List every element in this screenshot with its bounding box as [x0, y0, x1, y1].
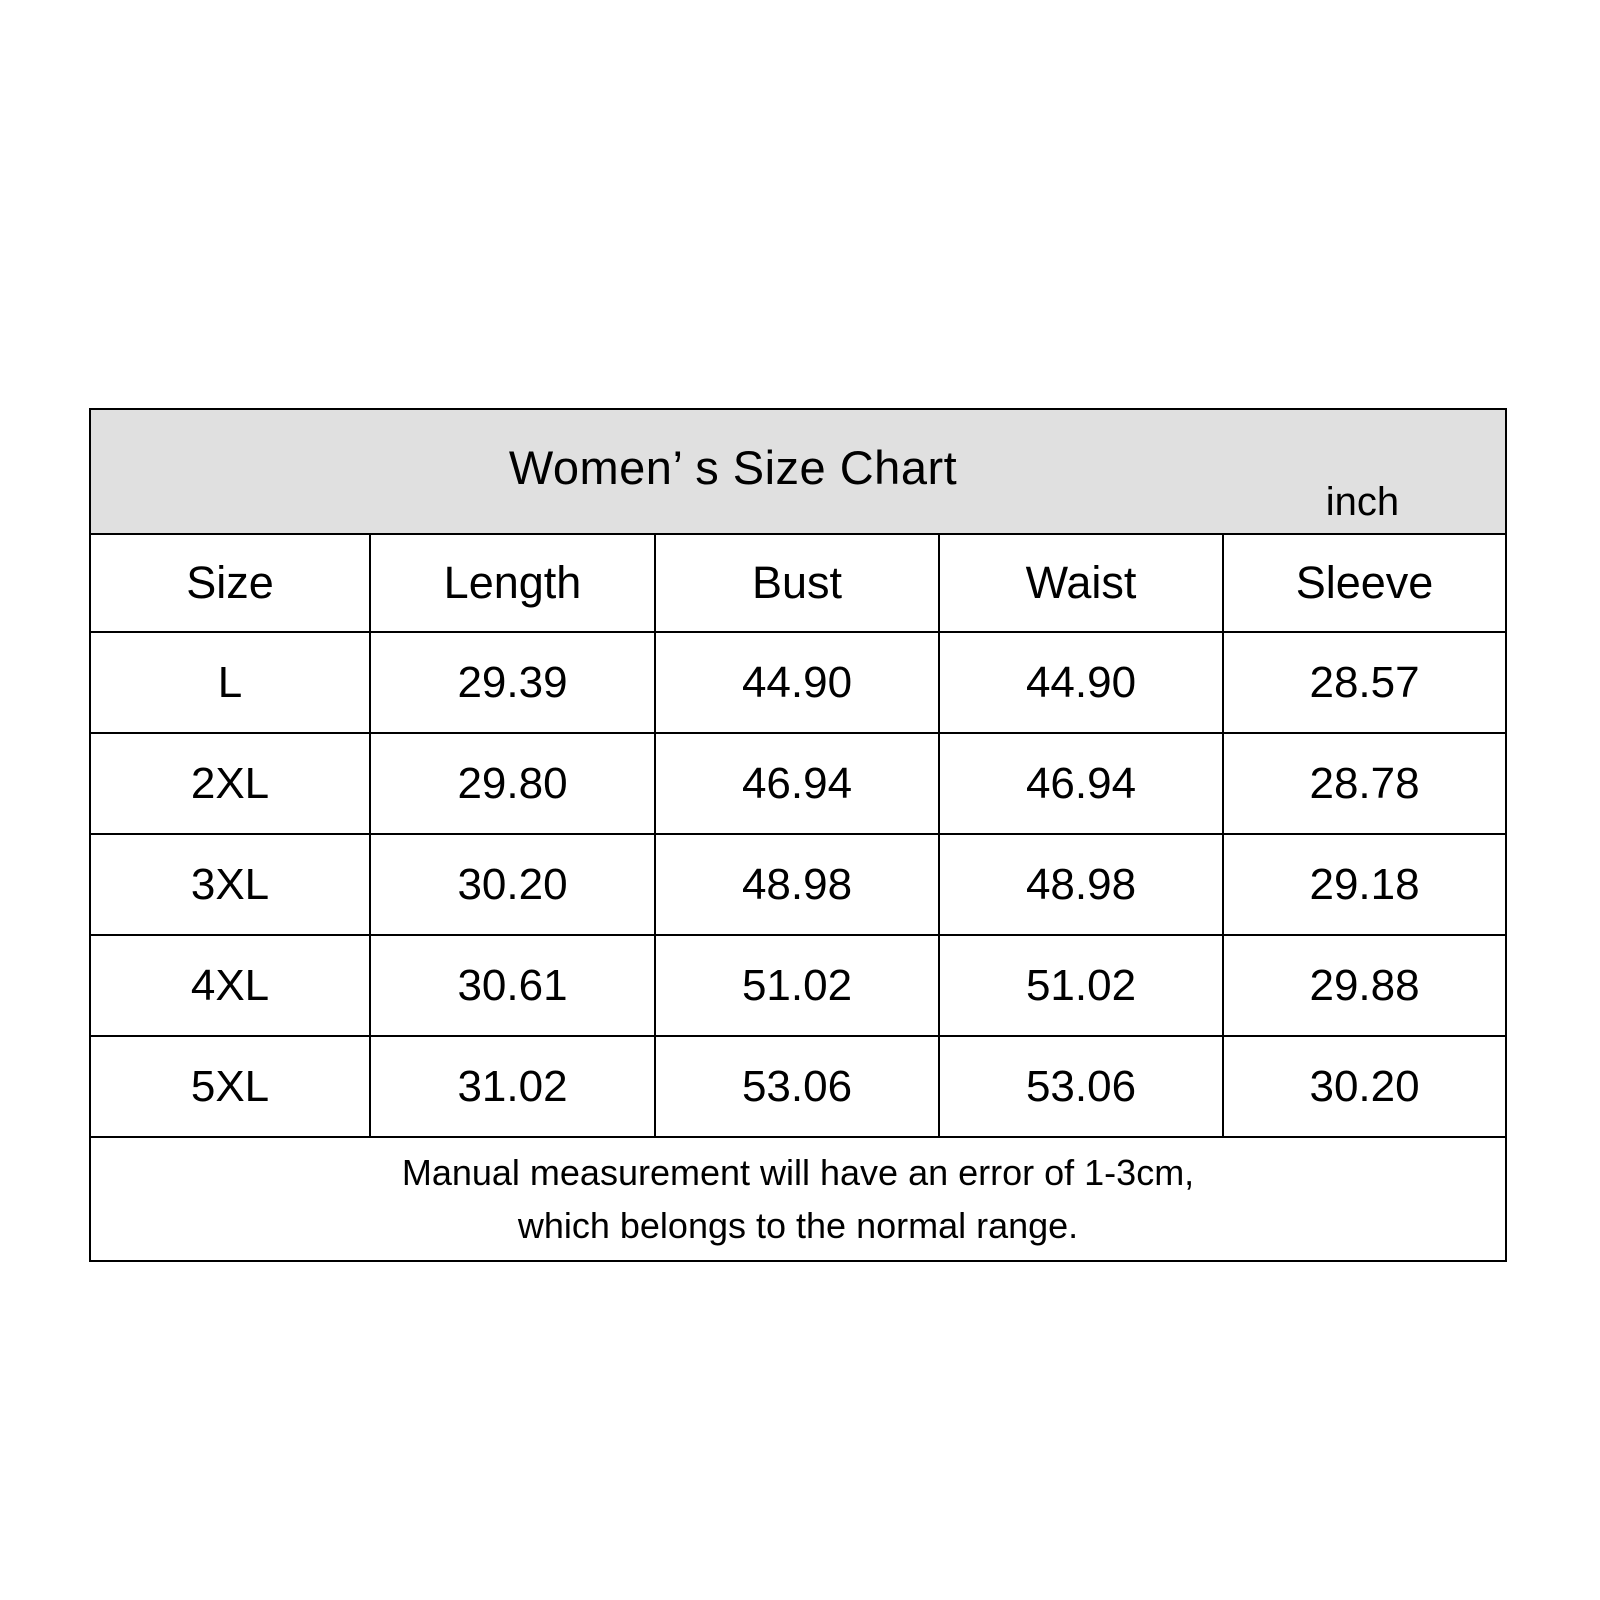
waist-value: 48.98 — [938, 833, 1224, 936]
size-label: 4XL — [89, 934, 371, 1037]
note-cell: Manual measurement will have an error of… — [88, 1136, 1508, 1262]
table-row-3xl: 3XL 30.20 48.98 48.98 29.18 — [89, 833, 1508, 936]
title-cell: Women’ s Size Chart inch — [88, 408, 1508, 535]
note-row: Manual measurement will have an error of… — [88, 1136, 1508, 1262]
table-row-5xl: 5XL 31.02 53.06 53.06 30.20 — [89, 1035, 1508, 1138]
column-header-waist: Waist — [938, 533, 1224, 633]
length-value: 31.02 — [369, 1035, 656, 1138]
title-row: Women’ s Size Chart inch — [88, 408, 1508, 535]
table-row-l: L 29.39 44.90 44.90 28.57 — [89, 631, 1508, 734]
size-label: L — [89, 631, 371, 734]
column-header-length: Length — [369, 533, 656, 633]
bust-value: 46.94 — [654, 732, 940, 835]
table-row-4xl: 4XL 30.61 51.02 51.02 29.88 — [89, 934, 1508, 1037]
bust-value: 53.06 — [654, 1035, 940, 1138]
size-label: 2XL — [89, 732, 371, 835]
sleeve-value: 30.20 — [1221, 1035, 1508, 1138]
note-line-1: Manual measurement will have an error of… — [401, 1152, 1195, 1193]
length-value: 30.61 — [369, 934, 656, 1037]
waist-value: 53.06 — [938, 1035, 1224, 1138]
size-chart-table: Women’ s Size Chart inch Size Length Bus… — [88, 408, 1508, 1262]
column-header-bust: Bust — [654, 533, 940, 633]
size-label: 3XL — [89, 833, 371, 936]
length-value: 29.80 — [369, 732, 656, 835]
bust-value: 51.02 — [654, 934, 940, 1037]
sleeve-value: 28.57 — [1221, 631, 1508, 734]
waist-value: 44.90 — [938, 631, 1224, 734]
waist-value: 51.02 — [938, 934, 1224, 1037]
chart-title: Women’ s Size Chart — [508, 441, 958, 494]
sleeve-value: 29.88 — [1221, 934, 1508, 1037]
size-label: 5XL — [89, 1035, 371, 1138]
table-row-2xl: 2XL 29.80 46.94 46.94 28.78 — [89, 732, 1508, 835]
length-value: 30.20 — [369, 833, 656, 936]
column-header-row: Size Length Bust Waist Sleeve — [89, 533, 1508, 633]
waist-value: 46.94 — [938, 732, 1224, 835]
column-header-size: Size — [89, 533, 371, 633]
sleeve-value: 29.18 — [1221, 833, 1508, 936]
unit-label: inch — [1325, 480, 1400, 524]
bust-value: 48.98 — [654, 833, 940, 936]
column-header-sleeve: Sleeve — [1221, 533, 1508, 633]
bust-value: 44.90 — [654, 631, 940, 734]
sleeve-value: 28.78 — [1221, 732, 1508, 835]
length-value: 29.39 — [369, 631, 656, 734]
note-line-2: which belongs to the normal range. — [517, 1205, 1079, 1246]
